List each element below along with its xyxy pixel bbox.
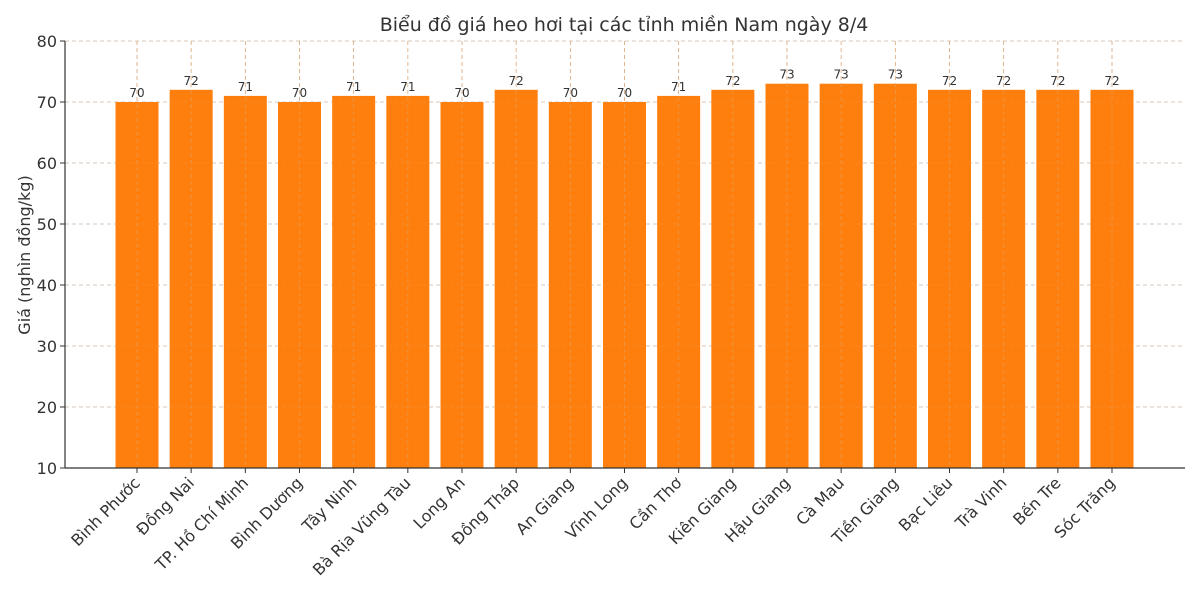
- x-tick-label: Cà Mau: [792, 473, 848, 529]
- bar-value-label: 72: [996, 74, 1011, 88]
- chart-title: Biểu đồ giá heo hơi tại các tỉnh miền Na…: [380, 14, 869, 36]
- bar: [169, 89, 213, 469]
- bar-value-label: 72: [725, 74, 740, 88]
- bar-value-label: 73: [834, 68, 849, 82]
- bar-value-label: 73: [779, 68, 794, 82]
- y-tick-label: 60: [37, 154, 57, 173]
- y-axis-label: Giá (nghìn đồng/kg): [15, 175, 34, 334]
- x-tick-label: TP. Hồ Chí Minh: [151, 473, 252, 574]
- bar-value-label: 72: [509, 74, 524, 88]
- y-tick-label: 10: [37, 459, 57, 478]
- y-tick-label: 20: [37, 398, 57, 417]
- bar: [494, 89, 538, 469]
- x-tick-label: Bà Rịa Vũng Tàu: [309, 473, 415, 579]
- bar-value-label: 73: [888, 68, 903, 82]
- bar: [1036, 89, 1080, 469]
- y-tick-label: 30: [37, 337, 57, 356]
- y-tick-label: 80: [37, 32, 57, 51]
- y-tick-label: 40: [37, 276, 57, 295]
- x-tick-label: Trà Vinh: [951, 473, 1011, 533]
- bar: [711, 89, 755, 469]
- bar-value-label: 72: [1050, 74, 1065, 88]
- bar-value-label: 72: [1104, 74, 1119, 88]
- y-axis: 10 20 30 40 50 60 70 80: [37, 32, 65, 478]
- bar: [1090, 89, 1134, 469]
- x-tick-label: Bến Tre: [1009, 473, 1065, 529]
- y-tick-label: 70: [37, 93, 57, 112]
- bar-value-label: 72: [942, 74, 957, 88]
- bar: [928, 89, 971, 469]
- y-tick-label: 50: [37, 215, 57, 234]
- bar: [982, 89, 1026, 469]
- bar-value-label: 72: [184, 74, 199, 88]
- x-tick-label: Bạc Liêu: [895, 473, 957, 535]
- x-tick-label: Bình Phước: [67, 473, 144, 550]
